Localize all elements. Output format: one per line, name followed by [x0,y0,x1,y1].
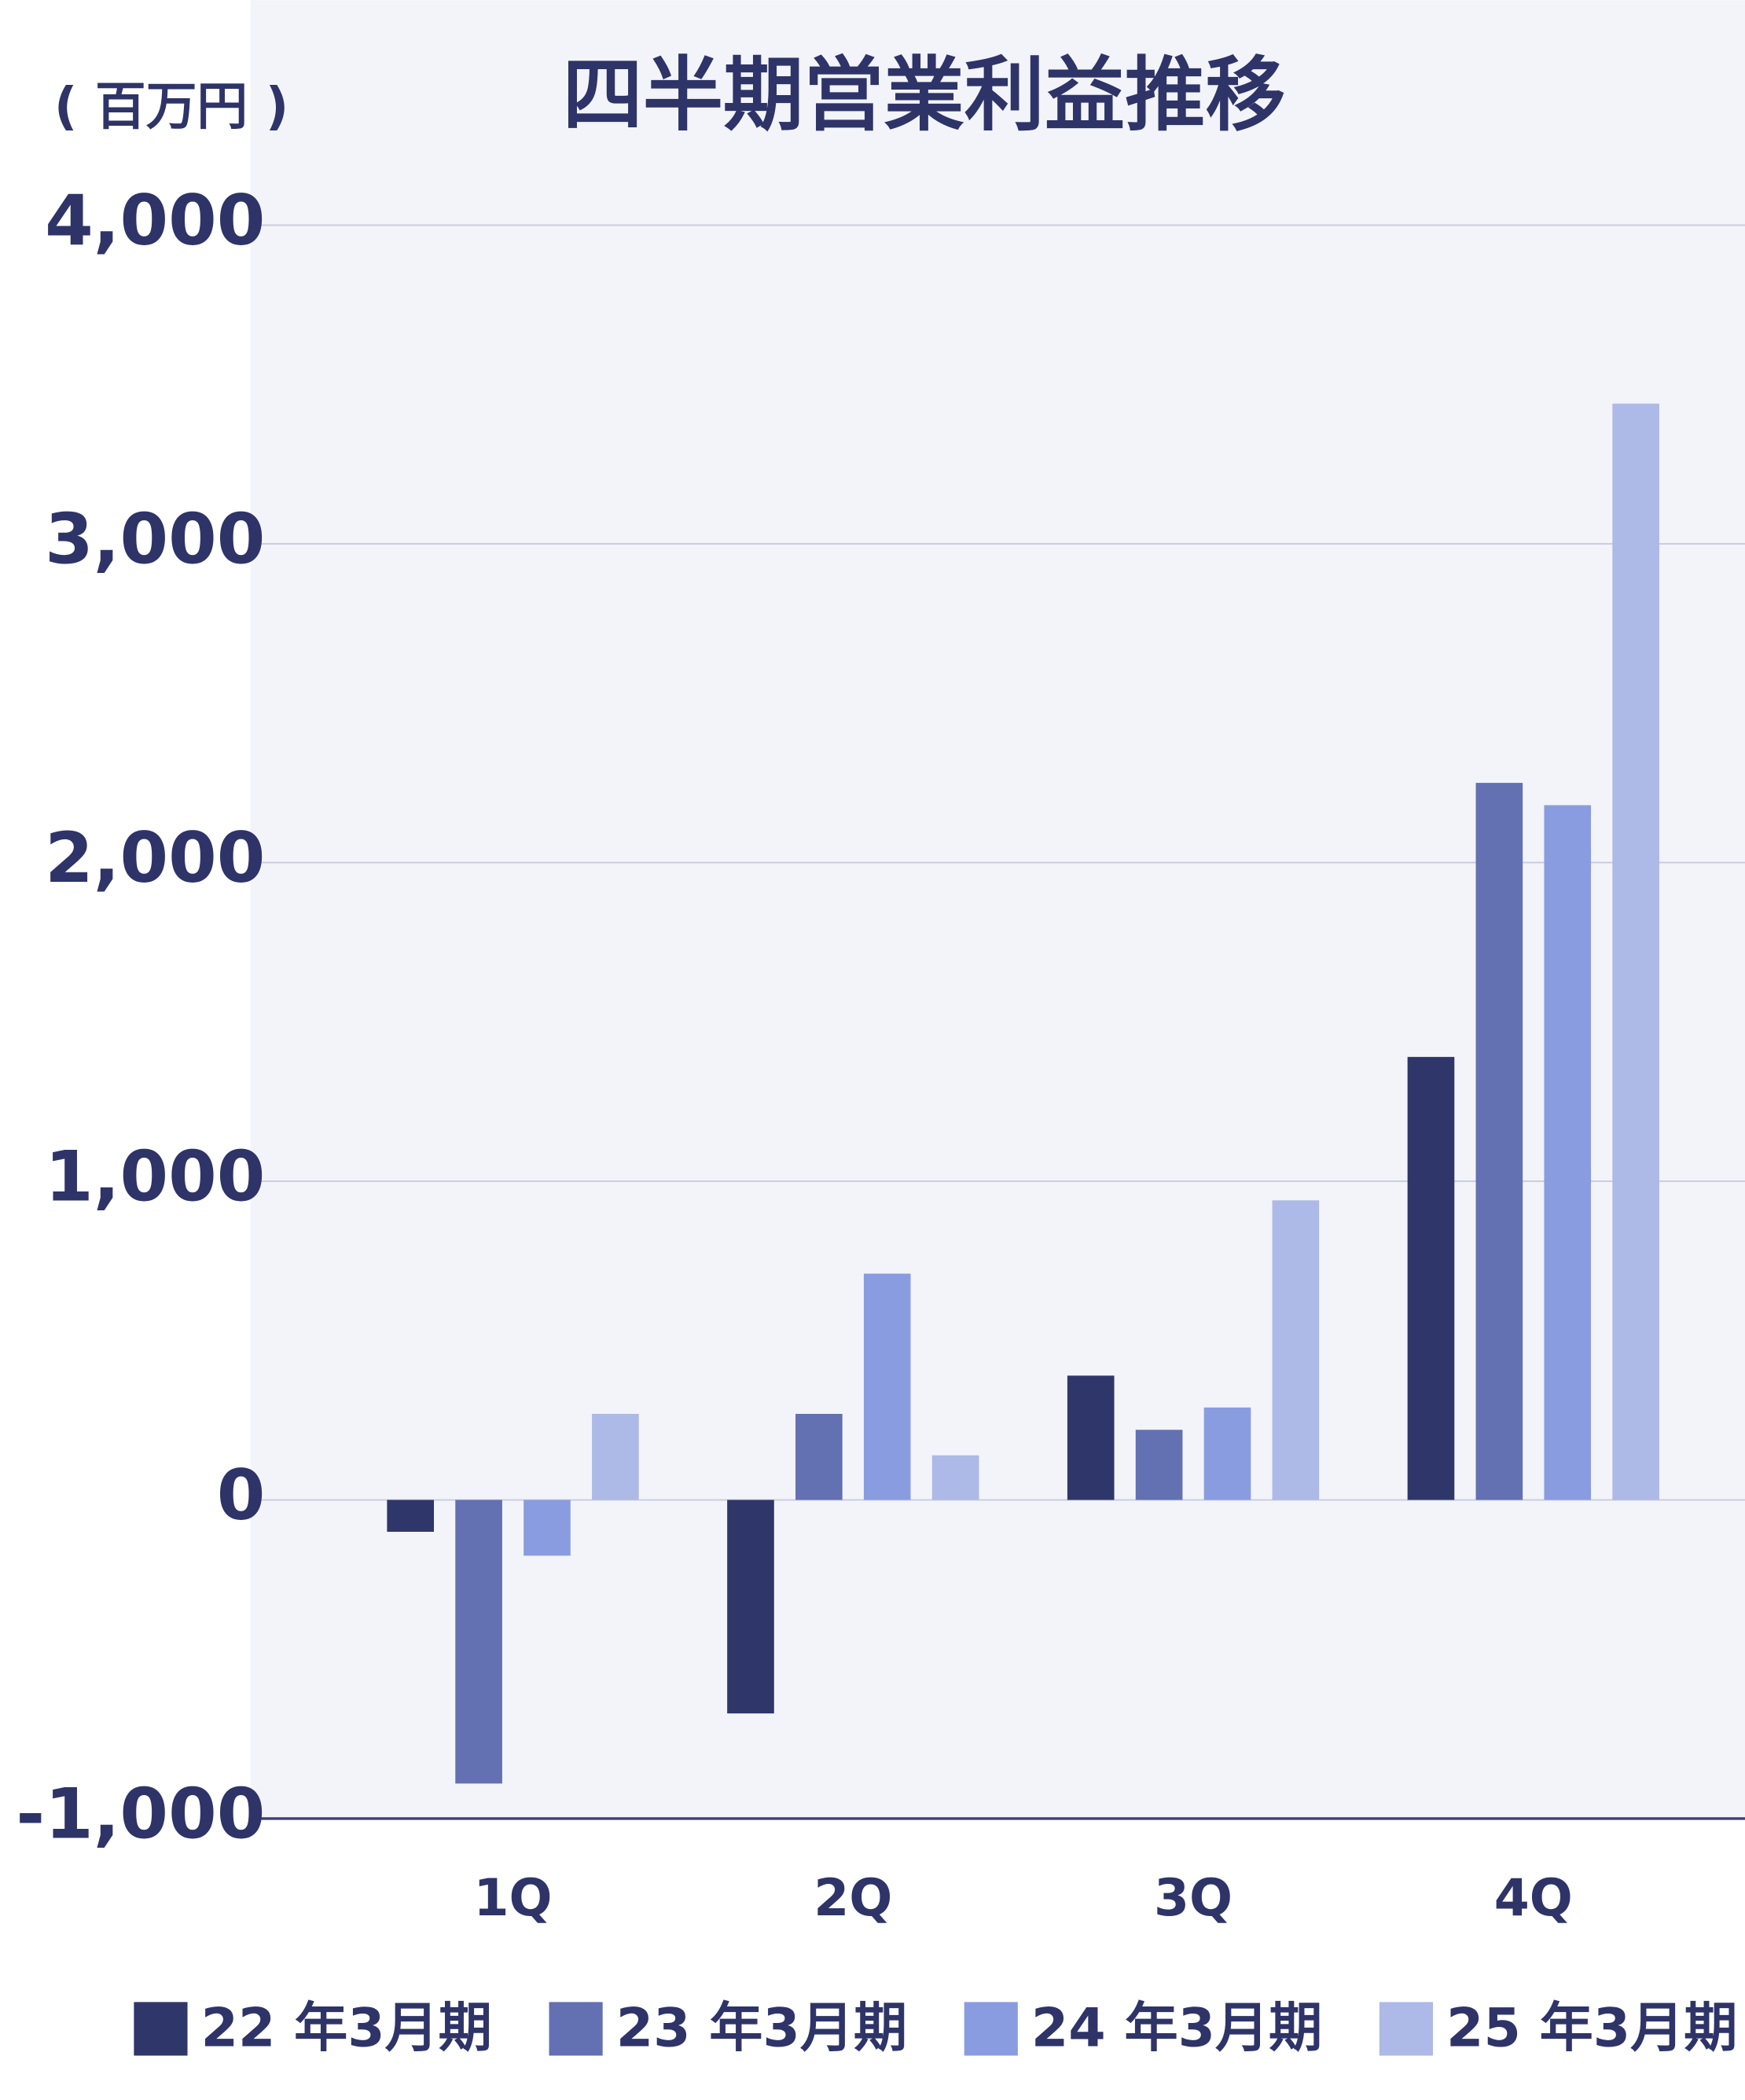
bar [1203,1407,1251,1500]
legend-swatch [1379,2002,1434,2056]
x-tick-label: 1Q [474,1869,553,1928]
y-tick-label: -1,000 [16,1773,265,1854]
bar [1272,1200,1320,1500]
bar [795,1413,843,1500]
legend-label: 23 年3月期 [616,1997,907,2059]
bar [1475,783,1523,1500]
y-tick-label: 2,000 [45,817,265,898]
bar [455,1500,502,1784]
legend-swatch [964,2002,1018,2056]
y-tick-label: 0 [217,1455,266,1536]
bar [1067,1375,1115,1500]
legend-label: 24 年3月期 [1031,1997,1322,2059]
bar [387,1500,435,1533]
legend-swatch [134,2002,188,2056]
bar [1612,403,1659,1500]
chart-title: 四半期営業利益推移 [563,49,1286,142]
bar [1135,1430,1183,1500]
y-tick-label: 3,000 [45,498,265,579]
legend-swatch [549,2002,603,2056]
bar [1544,805,1592,1500]
legend-label: 25 年3月期 [1446,1997,1737,2059]
bar [931,1455,979,1500]
bar [524,1500,571,1556]
y-tick-label: 4,000 [45,180,265,261]
y-axis-label: ( 百万円 ) [54,78,288,137]
y-tick-label: 1,000 [45,1136,265,1217]
x-tick-label: 3Q [1154,1869,1233,1928]
bar [1407,1056,1455,1500]
legend-label: 22 年3月期 [201,1997,492,2059]
bar [727,1500,774,1714]
bar [863,1273,911,1500]
x-tick-label: 2Q [814,1869,892,1928]
bar [592,1413,639,1500]
x-tick-label: 4Q [1494,1869,1573,1928]
